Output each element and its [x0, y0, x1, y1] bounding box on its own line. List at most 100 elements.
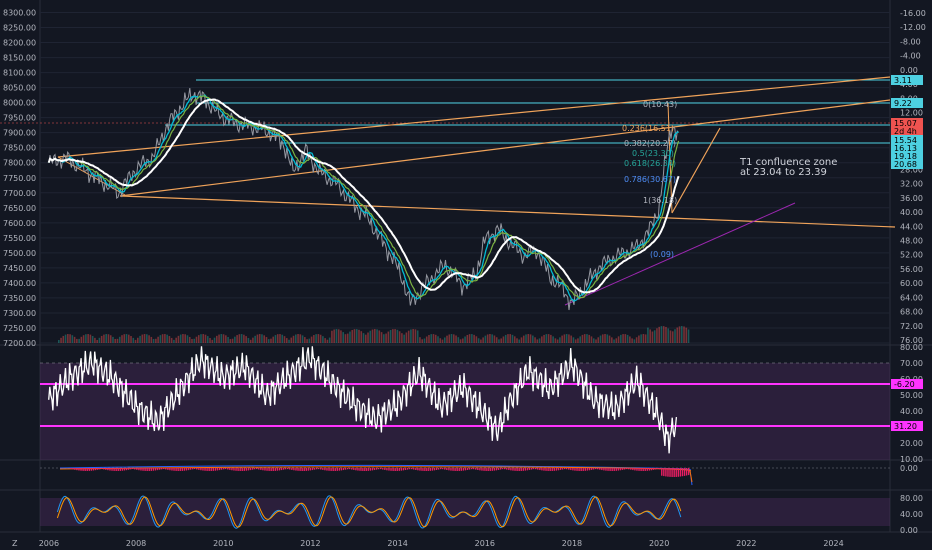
macd-hist-bar: [191, 468, 194, 470]
volume-bar: [227, 336, 229, 343]
macd-hist-bar: [642, 468, 644, 471]
volume-bar: [168, 336, 171, 343]
macd-pane[interactable]: [40, 464, 890, 486]
macd-hist-bar: [101, 468, 103, 470]
volume-bar: [425, 336, 428, 343]
macd-hist-bar: [578, 468, 580, 471]
macd-hist-bar: [212, 468, 214, 471]
right-axis-tick: 52.00: [900, 251, 923, 260]
volume-bar: [475, 336, 478, 343]
left-axis-tick: 7850.00: [3, 144, 36, 153]
volume-bar: [559, 337, 561, 343]
volume-bar: [412, 329, 414, 343]
volume-bar: [229, 339, 232, 343]
volume-bar: [403, 334, 405, 343]
macd-hist-bar: [239, 468, 241, 471]
macd-hist-bar: [499, 468, 502, 470]
volume-bar: [554, 338, 557, 343]
macd-hist-bar: [227, 468, 229, 470]
volume-bar: [258, 334, 261, 343]
time-axis[interactable]: 2006 2008 2010 2012 2014 2016 2018 2020 2022 2024: [39, 539, 844, 548]
macd-hist-bar: [561, 468, 564, 470]
macd-hist-bar: [413, 468, 415, 470]
macd-hist-bar: [326, 468, 328, 471]
left-price-axis[interactable]: 8300.00 8250.00 8200.00 8150.00 8100.00 8050.…: [3, 9, 36, 348]
left-axis-tick: 7750.00: [3, 174, 36, 183]
macd-hist-bar: [344, 468, 347, 470]
macd-hist-bar: [117, 468, 119, 471]
right-axis-tick: -12.00: [900, 23, 926, 32]
volume-bar: [200, 334, 202, 343]
volume-bar: [513, 336, 516, 343]
macd-hist-bar: [435, 468, 438, 471]
ema-mid-series: [48, 95, 680, 300]
macd-hist-bar: [510, 468, 512, 471]
macd-hist-bar: [80, 468, 82, 471]
macd-hist-bar: [346, 468, 349, 470]
volume-bar: [326, 339, 329, 343]
macd-hist-bar: [309, 468, 312, 471]
volume-bar: [301, 335, 304, 343]
volume-bar: [123, 334, 126, 343]
macd-hist-bar: [146, 468, 148, 471]
macd-hist-bar: [545, 468, 547, 471]
volume-bar: [351, 330, 354, 343]
axis-tag: 19.18: [894, 152, 917, 161]
volume-bar: [340, 330, 342, 343]
macd-hist-bar: [574, 468, 576, 471]
macd-hist-bar: [167, 468, 169, 470]
macd-hist-bar: [282, 468, 285, 470]
macd-hist-bar: [394, 468, 396, 471]
macd-hist-bar: [198, 468, 200, 470]
macd-hist-bar: [570, 468, 572, 471]
volume-bar: [89, 334, 92, 343]
volume-bar: [182, 334, 184, 343]
left-axis-tick: 7450.00: [3, 264, 36, 273]
macd-hist-bar: [520, 468, 522, 471]
volume-bar: [423, 338, 426, 343]
volume-bar: [197, 335, 200, 343]
stoch-axis-tick: 80.00: [900, 494, 923, 503]
price-pane[interactable]: 0(10.43) 0.236(16.51) 0.382(20.27) 0.5(2…: [0, 76, 896, 343]
fib-label-1: 1(36.18): [643, 196, 677, 205]
trendline-steep: [671, 127, 721, 214]
volume-bar: [155, 338, 157, 343]
macd-hist-bar: [661, 468, 663, 476]
macd-hist-bar: [582, 468, 584, 471]
volume-bar: [525, 334, 527, 343]
volume-bar: [647, 327, 649, 343]
volume-bar: [132, 337, 135, 343]
macd-hist-bar: [98, 468, 101, 470]
macd-hist-bar: [601, 468, 603, 471]
macd-hist-bar: [264, 468, 266, 471]
volume-bar: [550, 334, 552, 343]
volume-bar: [310, 336, 313, 343]
volume-bar: [254, 335, 256, 343]
volume-bar: [306, 339, 308, 343]
macd-hist-bar: [340, 468, 343, 471]
macd-hist-bar: [636, 468, 638, 471]
volume-bar: [543, 334, 545, 343]
macd-hist-bar: [334, 468, 336, 471]
volume-bar: [308, 338, 311, 343]
volume-bar: [342, 332, 344, 343]
macd-hist-bar: [338, 468, 341, 471]
macd-hist-bar: [419, 468, 421, 471]
volume-bar: [532, 335, 534, 343]
macd-hist-bar: [243, 468, 245, 471]
rsi-pane[interactable]: [40, 346, 890, 460]
macd-hist-bar: [260, 468, 262, 470]
macd-hist-bar: [481, 468, 483, 471]
macd-hist-bar: [179, 468, 181, 471]
macd-hist-bar: [390, 468, 392, 471]
macd-hist-bar: [185, 468, 188, 471]
volume-bar: [552, 336, 554, 343]
macd-hist-bar: [256, 468, 258, 470]
macd-hist-bar: [351, 468, 353, 470]
stoch-pane[interactable]: [40, 495, 890, 529]
volume-bar: [590, 336, 593, 343]
macd-hist-bar: [196, 468, 198, 470]
macd-hist-bar: [115, 468, 117, 471]
rsi-axis-tick: 20.00: [900, 439, 923, 448]
